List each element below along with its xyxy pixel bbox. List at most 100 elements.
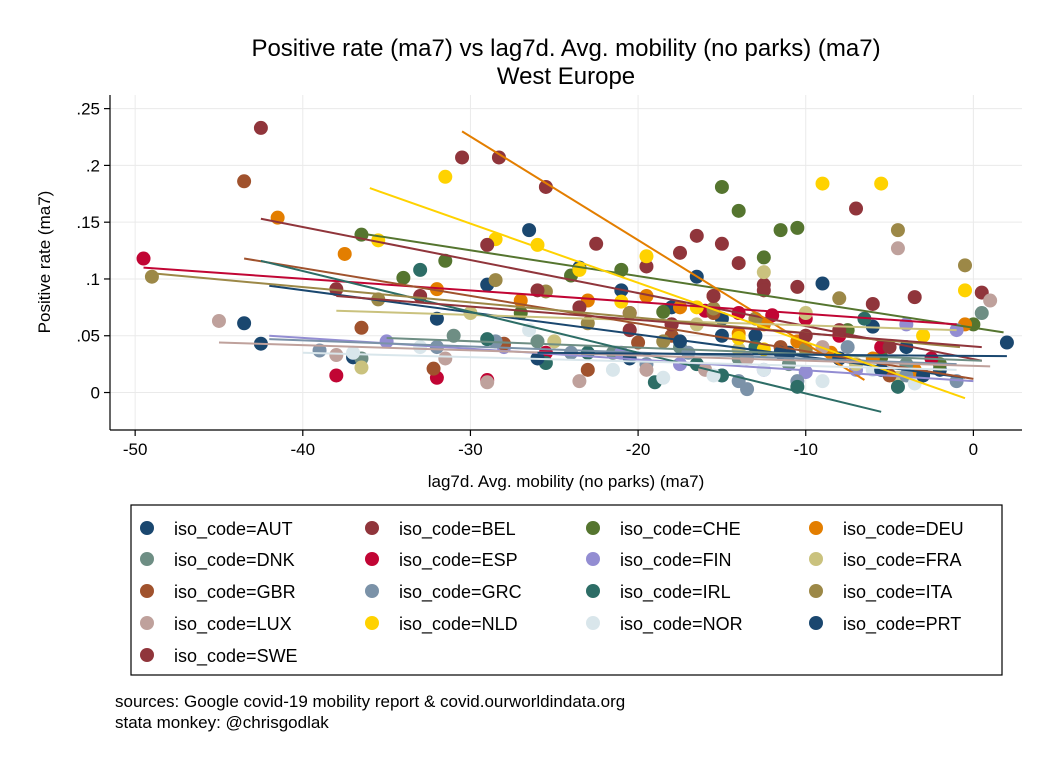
scatter-point [714,179,729,194]
scatter-point [329,348,344,363]
scatter-point [673,245,687,260]
x-tick-label: 0 [969,440,978,459]
scatter-point [136,251,151,266]
scatter-point [731,203,746,218]
scatter-point [840,340,855,355]
scatter-point [429,311,444,326]
scatter-point [731,256,746,271]
scatter-point [706,289,721,303]
scatter-point [974,306,989,321]
scatter-point [890,379,905,394]
scatter-point [773,223,788,238]
legend-marker [586,616,600,630]
legend-marker [586,552,600,566]
scatter-point [639,289,654,303]
scatter-point [480,375,495,390]
legend-marker [809,552,823,566]
fit-line [369,187,966,400]
legend-entry-label: iso_code=LUX [174,614,292,635]
scatter-point [689,228,704,243]
legend-entry-label: iso_code=IRL [620,582,731,603]
scatter-point [547,334,562,349]
legend-marker [365,584,379,598]
legend-entry-label: iso_code=BEL [399,519,516,540]
scatter-point [874,176,889,191]
scatter-point [790,279,805,294]
fit-line [537,351,1007,358]
scatter-point [538,179,553,194]
scatter-point [890,223,905,238]
x-tick-label: -40 [291,440,316,459]
scatter-point [958,258,972,273]
scatter-point [673,334,687,349]
scatter-point [756,250,771,265]
legend-entry-label: iso_code=NLD [399,614,518,635]
scatter-point [413,262,428,277]
scatter-point [237,316,252,331]
scatter-point [740,382,755,397]
scatter-point [731,331,746,346]
fit-line [260,259,882,413]
scatter-point [756,283,771,298]
legend-marker [140,552,154,566]
scatter-point [798,365,813,380]
scatter-point [337,246,352,261]
x-axis-label: lag7d. Avg. mobility (no parks) (ma7) [428,472,705,491]
scatter-point [572,374,587,389]
legend-marker [365,552,379,566]
scatter-point [656,370,671,385]
scatter-point [916,328,931,343]
scatter-point [237,174,252,189]
scatter-point [999,335,1014,350]
scatter-point [890,241,905,256]
scatter-point [438,351,453,366]
scatter-point [530,283,545,298]
legend-marker [586,521,600,535]
y-tick-label: .2 [86,156,100,175]
y-tick-label: .05 [76,327,100,346]
y-tick-label: 0 [91,384,100,403]
scatter-point [907,290,922,305]
scatter-point [253,120,268,135]
scatter-point [605,362,620,377]
x-tick-label: -10 [793,440,818,459]
legend-marker [140,584,154,598]
legend-entry-label: iso_code=FIN [620,550,732,571]
plot-area: -50 -40 -30 -20 -10 0 0 .05 .1 .15 .2 .25 [76,95,1022,459]
fit-line [269,338,957,366]
scatter-point [748,328,763,343]
y-axis-label: Positive rate (ma7) [35,191,54,334]
scatter-point [899,340,914,355]
legend-marker [809,616,823,630]
legend-entry-label: iso_code=CHE [620,519,741,540]
fit-line [386,337,982,362]
scatter-point [815,276,830,291]
x-tick-label: -20 [626,440,651,459]
legend: iso_code=AUT iso_code=BEL iso_code=CHE iso_… [140,519,964,667]
legend-entry-label: iso_code=NOR [620,614,743,635]
scatter-point [572,262,587,277]
scatter-point [631,335,646,350]
scatter-point [480,237,495,252]
legend-marker [586,584,600,598]
scatter-point [455,150,470,165]
scatter-point [426,361,441,376]
scatter-point [354,320,369,335]
legend-entry-label: iso_code=PRT [843,614,961,635]
legend-entry-label: iso_code=ITA [843,582,952,603]
x-tick-label: -30 [458,440,483,459]
scatter-point [346,345,361,360]
legend-marker [365,521,379,535]
legend-box [130,504,1003,676]
scatter-point [865,296,880,311]
scatter-point [756,265,771,280]
legend-marker [809,584,823,598]
scatter-point [731,342,746,357]
scatter-point [580,362,595,377]
scatter-point [673,357,687,372]
legend-entry-label: iso_code=FRA [843,550,962,571]
scatter-point [714,236,729,251]
scatter-point [522,223,537,238]
scatter-point [639,259,654,274]
